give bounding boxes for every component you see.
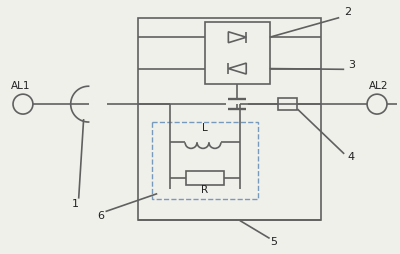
Text: L: L (202, 123, 208, 133)
Bar (205, 23, 270, 85)
Bar (152, 122, 258, 199)
Bar (278, 99, 298, 111)
Text: AL1: AL1 (11, 81, 31, 91)
Text: 4: 4 (348, 151, 355, 161)
Bar (186, 172, 224, 185)
Text: R: R (202, 184, 208, 194)
Text: 2: 2 (344, 7, 351, 17)
Text: 3: 3 (349, 60, 356, 70)
Text: 5: 5 (270, 236, 277, 246)
Text: AL2: AL2 (369, 81, 389, 91)
Bar (138, 19, 321, 221)
Text: 1: 1 (72, 198, 79, 208)
Text: 6: 6 (97, 211, 104, 221)
